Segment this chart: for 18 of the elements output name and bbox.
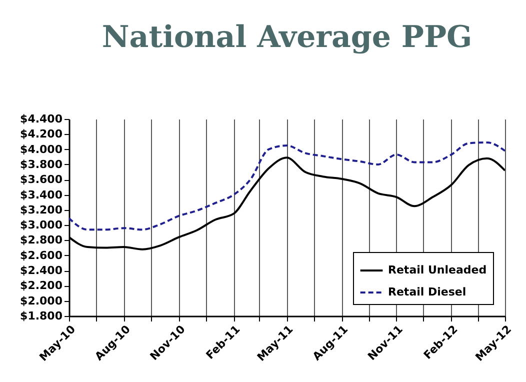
legend-label: Retail Diesel xyxy=(388,286,466,298)
y-tick-label: $4.200 xyxy=(20,128,63,141)
legend-label: Retail Unleaded xyxy=(388,264,487,276)
y-tick-label: $4.400 xyxy=(20,112,63,126)
y-tick-label: $3.800 xyxy=(20,158,63,171)
y-tick-label: $2.600 xyxy=(20,248,63,262)
y-tick-label: $2.800 xyxy=(20,234,63,247)
chart-title: National Average PPG xyxy=(102,20,472,55)
y-tick-label: $3.400 xyxy=(20,188,63,202)
y-tick-label: $1.800 xyxy=(20,310,63,322)
y-tick-label: $2.400 xyxy=(20,264,63,278)
y-tick-label: $3.200 xyxy=(20,203,63,216)
y-tick-label: $3.600 xyxy=(20,173,63,186)
line-series xyxy=(69,141,505,231)
y-tick-label: $4.000 xyxy=(20,142,63,156)
y-tick-label: $3.000 xyxy=(20,218,63,232)
y-tick-label: $2.200 xyxy=(20,279,63,292)
y-tick-label: $2.000 xyxy=(20,294,63,308)
